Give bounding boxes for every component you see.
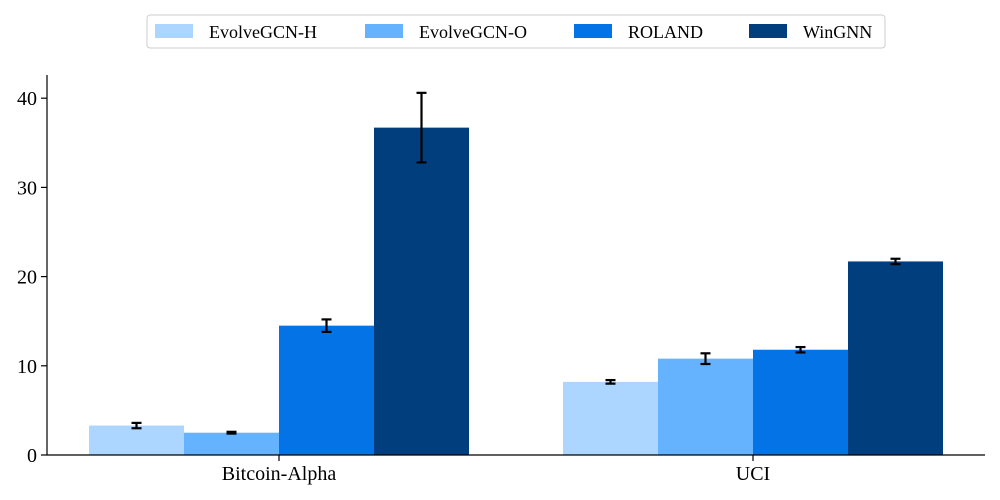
error-bar-wingnn-uci xyxy=(890,257,901,266)
y-tick-label: 20 xyxy=(17,267,37,289)
y-tick-label: 0 xyxy=(27,445,37,467)
bar-evolvegcn-h-bitcoin-alpha xyxy=(89,425,184,455)
bar-evolvegcn-h-uci xyxy=(563,381,658,455)
bar-wingnn-uci xyxy=(848,261,943,455)
bar-wingnn-bitcoin-alpha xyxy=(374,127,469,456)
legend-swatch-roland xyxy=(574,24,612,38)
bars xyxy=(89,127,943,456)
error-bar-wingnn-bitcoin-alpha xyxy=(416,91,427,164)
x-tick-label: Bitcoin-Alpha xyxy=(222,463,337,485)
legend-swatch-evolvegcn-h xyxy=(155,24,193,38)
axes: 0 10 20 30 40 Bitcoin-Alpha UCI xyxy=(17,75,985,485)
legend-label-roland: ROLAND xyxy=(628,22,703,42)
error-bar-roland-bitcoin-alpha xyxy=(321,318,332,334)
y-tick-label: 10 xyxy=(17,356,37,378)
legend: EvolveGCN-H EvolveGCN-O ROLAND WinGNN xyxy=(146,14,886,49)
legend-label-evolvegcn-h: EvolveGCN-H xyxy=(209,22,317,42)
legend-label-evolvegcn-o: EvolveGCN-O xyxy=(419,22,527,42)
legend-frame xyxy=(146,14,886,49)
error-bar-evolvegcn-o-bitcoin-alpha xyxy=(226,430,237,435)
y-tick-label: 40 xyxy=(17,88,37,110)
legend-swatch-wingnn xyxy=(749,24,787,38)
error-bar-roland-uci xyxy=(795,345,806,354)
y-tick-label: 30 xyxy=(17,177,37,199)
legend-swatch-evolvegcn-o xyxy=(365,24,403,38)
error-bars xyxy=(131,91,901,435)
bar-evolvegcn-o-uci xyxy=(658,358,753,455)
x-tick-label: UCI xyxy=(736,463,770,485)
bar-roland-uci xyxy=(753,349,848,455)
bar-evolvegcn-o-bitcoin-alpha xyxy=(184,432,279,455)
bar-roland-bitcoin-alpha xyxy=(279,325,374,455)
legend-label-wingnn: WinGNN xyxy=(803,22,872,42)
error-bar-evolvegcn-h-uci xyxy=(605,378,616,385)
error-bar-evolvegcn-o-uci xyxy=(700,352,711,366)
error-bar-evolvegcn-h-bitcoin-alpha xyxy=(131,421,142,430)
